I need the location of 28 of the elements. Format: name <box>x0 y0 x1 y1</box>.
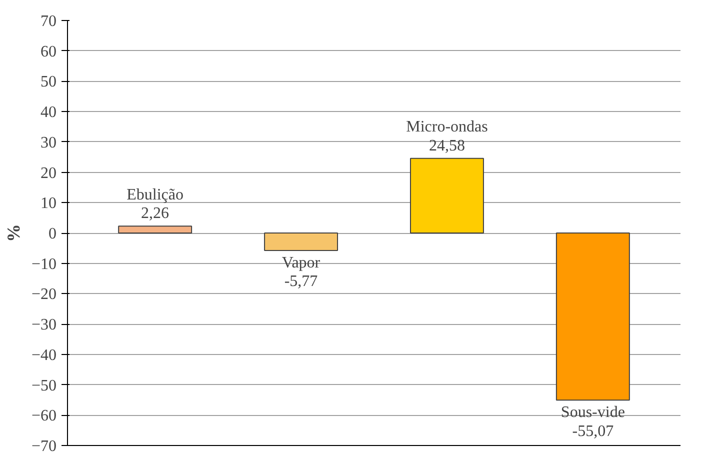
y-tick-label: 0 <box>48 226 56 242</box>
y-tick-label: −70 <box>31 438 57 455</box>
bar <box>264 232 338 252</box>
data-label: 24,58 <box>428 137 465 154</box>
y-axis-title: % <box>3 224 24 242</box>
y-tick-label: 10 <box>40 195 56 212</box>
y-tick-label: 30 <box>40 134 56 152</box>
x-tick-label: Vapor <box>282 254 321 272</box>
x-tick-label: Ebulição <box>126 186 184 204</box>
y-tick-label: −10 <box>31 256 57 273</box>
y-tick-label: 50 <box>40 74 56 91</box>
y-tick-label: 40 <box>40 104 56 122</box>
y-tick-label: 70 <box>40 13 56 30</box>
x-tick-label: Sous-vide <box>560 404 625 422</box>
y-tick-label: −40 <box>31 346 57 364</box>
y-tick-label: 20 <box>40 164 56 182</box>
y-tick-label: −20 <box>31 286 57 304</box>
y-tick-label: −30 <box>31 316 57 334</box>
bar <box>410 158 484 234</box>
data-label: 2,26 <box>141 205 170 222</box>
y-tick-label: −50 <box>31 377 57 394</box>
bar <box>118 226 192 234</box>
x-tick-label: Micro-ondas <box>406 118 488 136</box>
y-tick-label: −60 <box>31 408 57 425</box>
data-label: -5,77 <box>284 273 318 290</box>
data-label: -55,07 <box>572 422 614 440</box>
y-tick-label: 60 <box>40 43 56 60</box>
bar <box>556 232 630 401</box>
